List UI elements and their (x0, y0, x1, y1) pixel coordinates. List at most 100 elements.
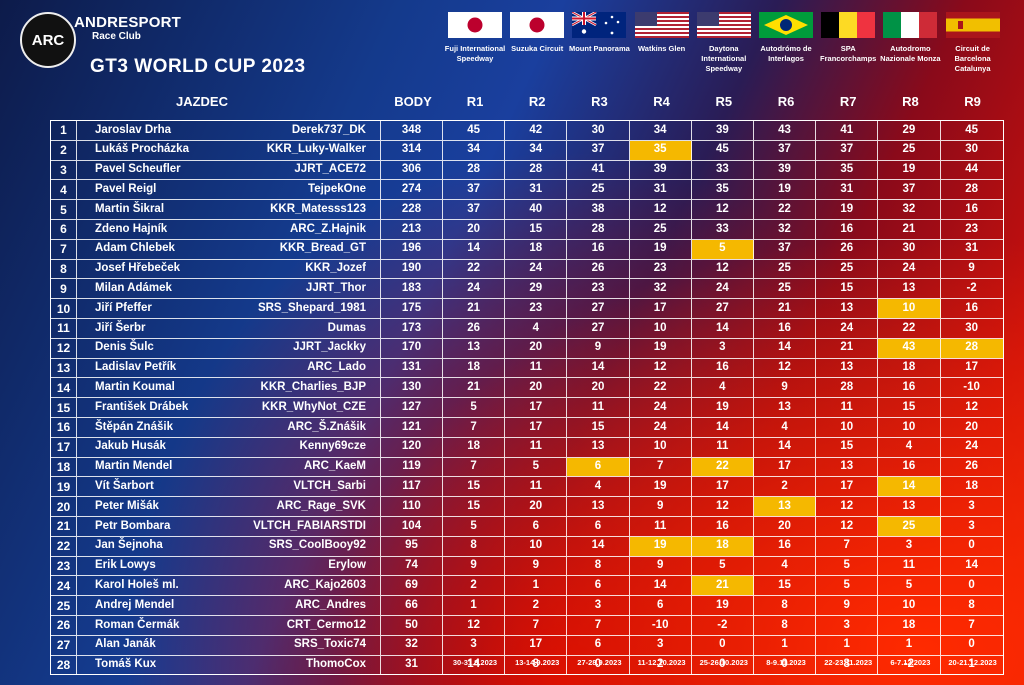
table-row: 18 Martin Mendel ARC_KaeM 119 7 5 6 7 22 17 13 16 26 (51, 457, 1003, 478)
round-result-cell: 41 (816, 121, 879, 140)
round-result-cell: 10 (630, 437, 692, 457)
round-result-cell: 13 (754, 398, 817, 417)
round-result-cell: 9 (505, 556, 568, 576)
points-cell: 110 (381, 497, 443, 516)
round-result-cell: 3 (878, 536, 941, 556)
driver-nick: KKR_Jozef (305, 262, 366, 275)
round-result-cell: 24 (878, 259, 941, 279)
round-result-cell: 31 (505, 180, 568, 200)
table-row: 10 Jiří Pfeffer SRS_Shepard_1981 175 21 23 27 1… (51, 299, 1003, 319)
round-result-cell: 14 (878, 477, 941, 497)
driver-nick: ARC_Lado (307, 361, 366, 374)
driver-name: Zdeno Hajník (95, 222, 168, 235)
round-result-cell: 9 (567, 338, 630, 358)
round-result-cell: 17 (505, 635, 568, 655)
round-result-cell: 30 (567, 121, 630, 140)
round-result-cell: 2 (754, 477, 817, 497)
points-cell: 131 (381, 358, 443, 378)
header-points: BODY (394, 94, 432, 109)
round-result-cell: 0 (968, 539, 975, 552)
driver-nick: ARC_Kajo2603 (284, 578, 366, 591)
round-result-cell: 14 (692, 318, 754, 338)
driver-nick: Derek737_DK (291, 123, 366, 136)
driver-name: Vít Šarbort (95, 479, 154, 492)
round-result-cell: 18 (443, 437, 506, 457)
driver-nick: ARC_Š.Znášik (287, 420, 366, 433)
round-result-cell: 5 (443, 516, 506, 536)
points-cell: 74 (381, 556, 443, 576)
round-result-cell: 15 (878, 398, 941, 417)
driver-nick: VLTCH_Sarbi (293, 479, 366, 492)
round-result-cell: 9 (443, 556, 506, 576)
points-cell: 130 (381, 378, 443, 398)
round-result-cell: 13 (878, 497, 941, 516)
driver-nick: TejpekOne (308, 183, 366, 196)
driver-cell: Martin Koumal KKR_Charlies_BJP (77, 378, 381, 398)
driver-name: Adam Chlebek (95, 242, 175, 255)
driver-name: Peter Mišák (95, 499, 159, 512)
round-result-cell: 16 (754, 318, 817, 338)
round-result-cell: 19 (816, 200, 879, 219)
round-result-cell: 21 (816, 338, 879, 358)
round-result-cell: 9 (754, 378, 817, 398)
round-result-cell: 14 (754, 338, 817, 358)
round-result-cell: 30 (965, 321, 978, 334)
round-result-cell: 15 (567, 417, 630, 437)
round-result-cell: 43 (878, 338, 941, 358)
driver-nick: ThomoCox (305, 658, 366, 671)
round-result-cell: 2 (505, 596, 568, 615)
driver-cell: Vít Šarbort VLTCH_Sarbi (77, 477, 381, 497)
driver-cell: Jan Šejnoha SRS_CoolBooy92 (77, 536, 381, 556)
round-result-cell: 8 (968, 598, 975, 611)
driver-cell: Petr Bombara VLTCH_FABIARSTDI (77, 516, 381, 536)
points-cell: 213 (381, 219, 443, 239)
round-result-cell: 8 (443, 536, 506, 556)
round-result-cell: 12 (443, 615, 506, 635)
position-cell: 19 (51, 477, 77, 497)
round-result-cell: 3 (443, 635, 506, 655)
table-row: 5 Martin Šikral KKR_Matesss123 228 37 40 38 12 1… (51, 200, 1003, 220)
round-result-cell: 12 (630, 358, 692, 378)
driver-nick: ARC_Rage_SVK (276, 499, 366, 512)
driver-nick: ARC_Andres (295, 598, 366, 611)
round-result-cell: 11 (505, 358, 568, 378)
driver-cell: Lukáš Procházka KKR_Luky-Walker (77, 140, 381, 160)
brand: ANDRESPORT Race Club (74, 14, 181, 42)
table-row: 25 Andrej Mendel ARC_Andres 66 1 2 3 6 19 8 9 10 8 (51, 596, 1003, 616)
round-result-cell: 12 (754, 358, 817, 378)
driver-name: Petr Bombara (95, 519, 171, 532)
round-result-cell: 3 (567, 596, 630, 615)
round-result-cell: 5 (878, 576, 941, 596)
track-name: Fuji International Speedway (444, 44, 506, 63)
round-result-cell: 22 (691, 457, 754, 477)
round-result-cell: 4 (692, 378, 754, 398)
round-result-cell: 15 (443, 497, 506, 516)
round-result-cell: 45 (443, 121, 506, 140)
points-cell: 121 (381, 417, 443, 437)
italy-flag-icon (883, 12, 938, 38)
round-result-cell: 26 (567, 259, 630, 279)
round-result-cell: 37 (443, 180, 506, 200)
track-name: Autodrómo de Interlagos (760, 44, 812, 63)
round-result-cell: 20 (505, 497, 568, 516)
round-result-cell: 8 (754, 596, 817, 615)
round-result-cell: 20 (567, 378, 630, 398)
driver-name: Martin Mendel (95, 460, 173, 473)
position-cell: 16 (51, 417, 77, 437)
spain-flag-icon (945, 12, 1000, 38)
round-result-cell: 32 (630, 279, 692, 299)
round-result-cell: 6 (630, 596, 692, 615)
round-result-cell: 16 (692, 358, 754, 378)
round-result-cell: 29 (505, 279, 568, 299)
round-result-cell: 28 (567, 219, 630, 239)
round-result-cell: 20 (754, 516, 817, 536)
round-result-cell: 28 (965, 183, 978, 196)
round-result-cell: 13 (816, 457, 879, 477)
driver-name: Lukáš Procházka (95, 143, 189, 156)
driver-name: Martin Šikral (95, 202, 165, 215)
driver-cell: Pavel Scheufler JJRT_ACE72 (77, 160, 381, 180)
round-result-cell: 1 (878, 635, 941, 655)
usa-flag-icon (696, 12, 751, 38)
round-result-cell: 32 (878, 200, 941, 219)
round-result-cell: 37 (816, 140, 879, 160)
